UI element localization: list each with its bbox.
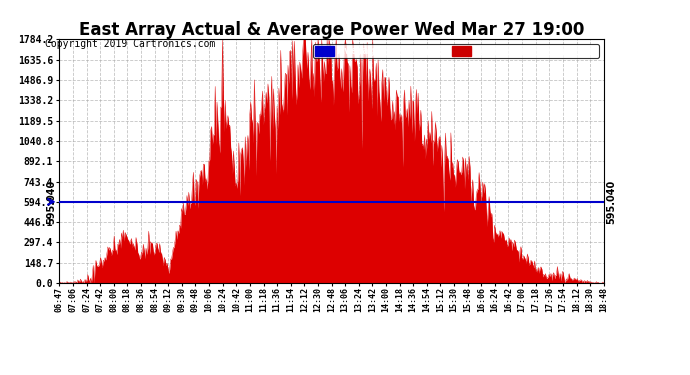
Text: 595.040: 595.040 <box>46 180 56 224</box>
Title: East Array Actual & Average Power Wed Mar 27 19:00: East Array Actual & Average Power Wed Ma… <box>79 21 584 39</box>
Legend: Average  (DC Watts), East Array  (DC Watts): Average (DC Watts), East Array (DC Watts… <box>313 44 599 58</box>
Text: Copyright 2019 Cartronics.com: Copyright 2019 Cartronics.com <box>45 39 215 50</box>
Text: 595.040: 595.040 <box>607 180 616 224</box>
